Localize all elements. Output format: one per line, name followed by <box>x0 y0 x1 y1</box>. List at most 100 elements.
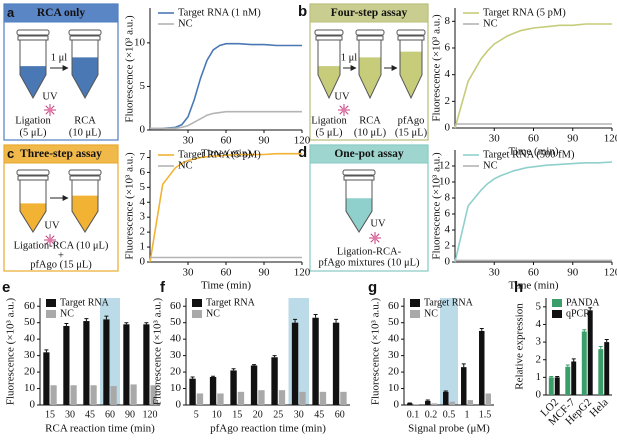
y-tick-label: 40 <box>388 333 400 345</box>
legend-label: NC <box>178 160 193 171</box>
diagram-text: pfAgo <box>398 115 425 126</box>
legend-swatch <box>552 299 562 307</box>
bar <box>581 331 587 395</box>
series-line <box>454 161 613 263</box>
series-line <box>150 42 302 130</box>
diagram-header <box>309 3 429 23</box>
error-bar <box>124 322 129 325</box>
series-line <box>150 110 302 130</box>
legend-label: Target RNA (5 pM) <box>483 7 566 18</box>
tube-cap <box>355 29 385 36</box>
bar <box>548 377 554 395</box>
bar <box>598 349 604 395</box>
bar <box>443 391 449 405</box>
y-tick-label: 6 <box>445 42 451 54</box>
x-tick-label: 45 <box>85 409 95 420</box>
y-tick-label: 4 <box>445 68 451 80</box>
legend-label: NC <box>178 18 193 29</box>
diagram-text: Ligation <box>311 115 347 126</box>
tube-body <box>19 180 47 233</box>
diagram-text: RCA <box>359 115 381 126</box>
y-tick-label: 6 <box>140 166 146 178</box>
error-bar <box>334 318 339 323</box>
legend-label: NC <box>483 160 498 171</box>
x-axis-label: Time (min) <box>508 146 558 158</box>
bar <box>407 403 413 405</box>
y-tick-label: 7 <box>140 151 146 163</box>
y-tick-label: 30 <box>388 349 400 361</box>
y-tick-label: 4 <box>445 224 451 236</box>
bar <box>278 390 286 405</box>
bar <box>189 378 196 405</box>
legend-label: NC <box>60 308 74 319</box>
bar <box>110 386 117 405</box>
panel-letter: h <box>514 279 523 296</box>
bar <box>143 324 150 405</box>
y-tick-label: 20 <box>388 366 400 378</box>
x-tick-label: 0.5 <box>443 409 456 420</box>
diagram-text: (15 μL) <box>395 127 428 138</box>
error-bar <box>44 349 49 353</box>
bar <box>230 370 237 405</box>
error-bar <box>588 307 593 311</box>
y-tick-label: 50 <box>388 316 400 328</box>
error-bar <box>425 399 430 401</box>
error-bar <box>144 322 149 325</box>
x-axis-label: pfAgo reaction time (min) <box>210 423 326 435</box>
bar <box>299 391 306 405</box>
tube-liquid <box>20 66 46 98</box>
x-tick-label: 120 <box>604 267 617 279</box>
y-tick-label: 8 <box>445 192 451 204</box>
bar <box>103 319 110 405</box>
bar <box>571 361 577 395</box>
panel-letter: e <box>2 279 10 296</box>
x-tick-label: 90 <box>567 133 579 145</box>
error-bar <box>272 355 277 358</box>
y-tick-label: 50 <box>170 316 182 328</box>
uv-spot <box>372 235 378 241</box>
bar <box>250 365 258 405</box>
legend-swatch <box>46 310 56 318</box>
x-tick-label: 30 <box>489 267 501 279</box>
x-tick-label: 60 <box>105 409 115 420</box>
legend-label: qPCR <box>566 308 590 319</box>
legend-label: PANDA <box>566 297 600 308</box>
highlight <box>100 298 120 405</box>
bar <box>70 385 77 405</box>
y-tick-label: 1 <box>536 371 542 383</box>
y-tick-label: 8 <box>445 15 451 27</box>
error-bar <box>190 376 195 379</box>
error-bar <box>565 364 570 367</box>
x-tick-label: 1.5 <box>479 409 492 420</box>
y-axis-label: Fluorescence (×10³ a.u.) <box>431 152 443 260</box>
y-tick-label: 3 <box>536 336 542 348</box>
diagram-text: Ligation-RCA- <box>337 246 402 257</box>
error-bar <box>293 318 298 323</box>
y-tick-label: 20 <box>170 366 182 378</box>
y-tick-label: 10 <box>439 176 451 188</box>
y-tick-label: 40 <box>24 333 36 345</box>
tube-liquid <box>20 203 46 232</box>
tube-cap <box>396 29 426 36</box>
x-tick-label: 30 <box>489 133 501 145</box>
y-tick-label: 60 <box>388 300 400 312</box>
panel-letter: d <box>298 144 307 161</box>
x-tick-label: 90 <box>567 267 579 279</box>
error-bar <box>211 375 216 378</box>
highlight <box>288 298 309 405</box>
y-tick-label: 6 <box>445 208 451 220</box>
x-tick-label: 5 <box>194 409 199 420</box>
y-axis-label: Fluorescence (×10³ a.u.) <box>124 15 136 123</box>
diagram-text: UV <box>44 220 60 231</box>
bar <box>150 385 157 405</box>
error-bar <box>604 338 609 343</box>
bar <box>332 322 340 405</box>
legend-label: NC <box>483 18 498 29</box>
diagram-text: pfAgo (15 μL) <box>30 259 92 270</box>
diagram-text: UV <box>370 218 386 229</box>
bar <box>123 324 130 405</box>
error-bar <box>252 364 257 366</box>
y-axis-label: Fluorescence (×10³ a.u.) <box>124 152 136 260</box>
legend-label: Target RNA (500 fM) <box>483 149 575 160</box>
